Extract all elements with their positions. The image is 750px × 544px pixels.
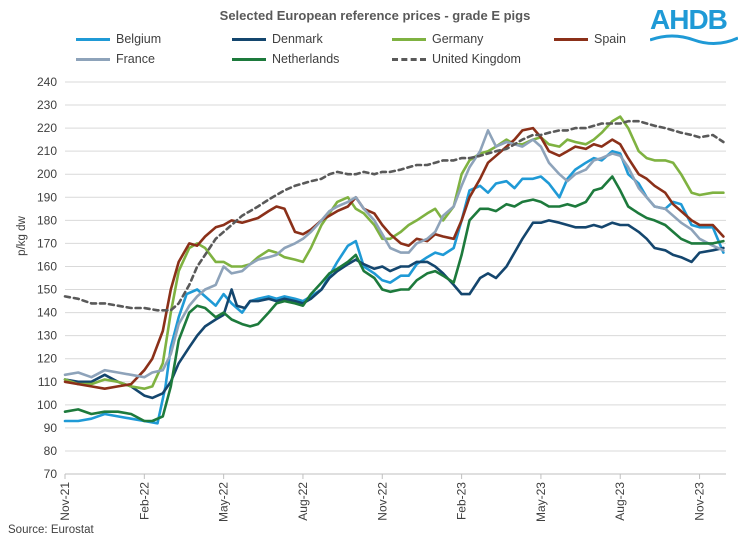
y-tick-label: 100 bbox=[37, 398, 57, 412]
logo-text: AHDB bbox=[650, 4, 728, 35]
series-line-denmark bbox=[63, 219, 725, 400]
x-tick-label: Nov-23 bbox=[693, 482, 707, 521]
legend-label: France bbox=[116, 52, 155, 66]
x-tick-label: Aug-23 bbox=[613, 482, 627, 521]
y-tick-label: 160 bbox=[37, 259, 57, 273]
logo-wave-icon bbox=[650, 34, 738, 45]
legend-swatch bbox=[76, 37, 110, 41]
y-tick-label: 210 bbox=[37, 144, 57, 158]
x-tick-label: Feb-22 bbox=[137, 482, 151, 520]
legend-item-denmark: Denmark bbox=[232, 32, 323, 46]
legend-item-belgium: Belgium bbox=[76, 32, 161, 46]
x-tick-label: Aug-22 bbox=[296, 482, 310, 521]
legend-swatch bbox=[392, 37, 426, 41]
y-tick-label: 170 bbox=[37, 236, 57, 250]
legend-label: Spain bbox=[594, 32, 626, 46]
y-tick-label: 180 bbox=[37, 213, 57, 227]
y-tick-label: 200 bbox=[37, 167, 57, 181]
legend-swatch bbox=[76, 57, 110, 61]
y-tick-label: 150 bbox=[37, 283, 57, 297]
y-tick-label: 110 bbox=[38, 375, 57, 389]
x-tick-label: Nov-22 bbox=[375, 482, 389, 521]
y-tick-label: 120 bbox=[37, 352, 57, 366]
legend-swatch bbox=[554, 37, 588, 41]
y-tick-label: 140 bbox=[37, 306, 57, 320]
legend-item-united-kingdom: United Kingdom bbox=[392, 52, 521, 66]
y-tick-label: 130 bbox=[37, 329, 57, 343]
legend-label: Netherlands bbox=[272, 52, 340, 66]
x-tick-label: Feb-23 bbox=[455, 482, 469, 520]
x-tick-label: May-22 bbox=[217, 482, 231, 522]
y-tick-label: 190 bbox=[37, 190, 57, 204]
x-tick-label: May-23 bbox=[534, 482, 548, 522]
y-tick-label: 220 bbox=[37, 121, 57, 135]
series-line-belgium bbox=[63, 149, 725, 425]
legend-item-france: France bbox=[76, 52, 155, 66]
legend-label: Belgium bbox=[116, 32, 162, 46]
y-tick-label: 240 bbox=[37, 75, 57, 89]
series-line-united-kingdom bbox=[63, 119, 725, 312]
y-tick-label: 90 bbox=[44, 421, 58, 435]
legend-item-spain: Spain bbox=[554, 32, 626, 46]
y-tick-label: 70 bbox=[44, 467, 58, 481]
source-note: Source: Eurostat bbox=[8, 524, 94, 536]
legend-label: Germany bbox=[432, 32, 484, 46]
y-tick-label: 230 bbox=[37, 98, 57, 112]
legend-label: Denmark bbox=[272, 32, 323, 46]
series-line-france bbox=[63, 129, 725, 379]
series-line-germany bbox=[63, 115, 725, 390]
legend-swatch bbox=[232, 57, 266, 61]
legend-item-germany: Germany bbox=[392, 32, 483, 46]
legend-item-netherlands: Netherlands bbox=[232, 52, 339, 66]
chart-title: Selected European reference prices - gra… bbox=[219, 8, 531, 23]
legend-label: United Kingdom bbox=[432, 52, 521, 66]
series-line-netherlands bbox=[63, 175, 725, 423]
series-line-spain bbox=[63, 126, 725, 390]
ahdb-logo: AHDB bbox=[650, 4, 738, 46]
legend-swatch bbox=[232, 37, 266, 41]
y-tick-label: 80 bbox=[44, 444, 58, 458]
legend-swatch bbox=[392, 57, 426, 61]
x-tick-label: Nov-21 bbox=[58, 482, 72, 521]
